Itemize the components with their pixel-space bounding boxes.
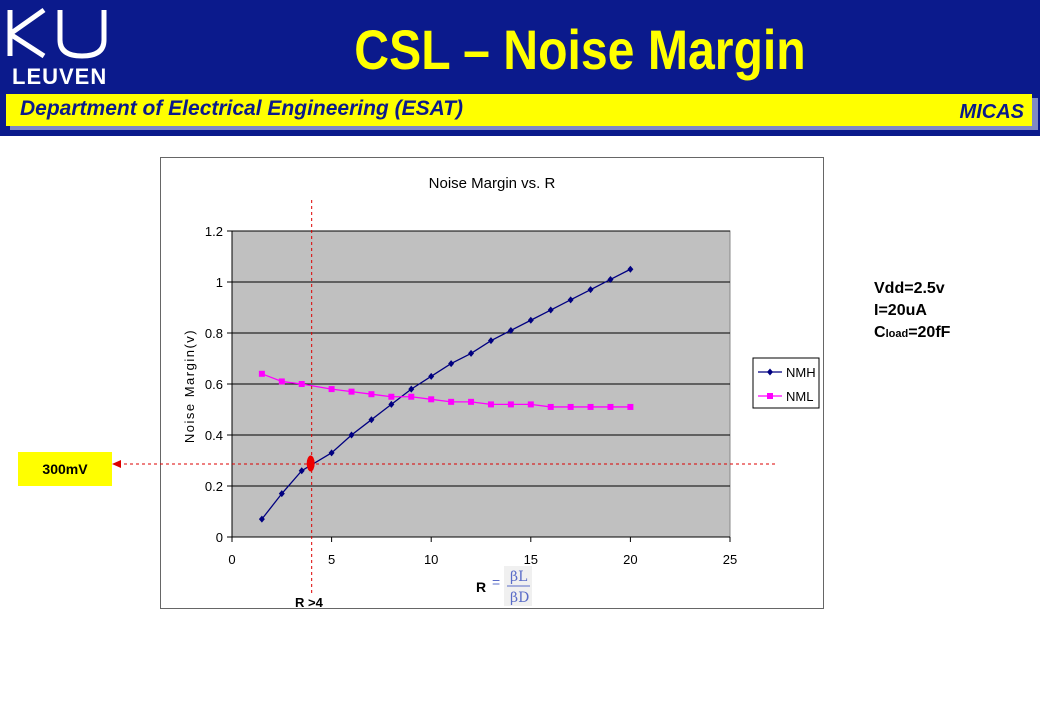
point-nmh <box>567 296 574 304</box>
point-nml <box>388 393 395 400</box>
point-nmh <box>527 316 534 324</box>
point-nml <box>607 403 614 410</box>
param-current: I=20uA <box>874 302 927 319</box>
formula-denominator: βD <box>510 590 529 606</box>
slide-title: CSL – Noise Margin <box>354 18 806 81</box>
legend-label-nmh: NMH <box>786 365 816 380</box>
point-nml <box>258 370 265 377</box>
point-nmh <box>428 372 435 380</box>
y-tick-label: 0.8 <box>205 326 223 341</box>
x-tick-label: 10 <box>424 552 438 567</box>
crossing-point-marker <box>306 455 315 472</box>
r-formula: R = βL βD <box>476 566 532 606</box>
y-tick-label: 1 <box>216 275 223 290</box>
department-band <box>6 94 1032 126</box>
point-nmh <box>587 286 594 294</box>
point-nmh <box>368 416 375 424</box>
r-threshold-label: R >4 <box>295 595 324 610</box>
logo-text: LEUVEN <box>12 64 108 89</box>
y-tick-label: 0.6 <box>205 377 223 392</box>
point-nml <box>428 396 435 403</box>
point-nml <box>468 398 475 405</box>
legend-label-nml: NML <box>786 389 813 404</box>
point-nml <box>448 398 455 405</box>
point-nml <box>298 381 305 387</box>
point-nmh <box>408 385 415 393</box>
cload-subscript: load <box>885 328 909 340</box>
ku-leuven-logo: LEUVEN <box>4 4 124 90</box>
point-nmh <box>328 449 335 457</box>
formula-r-label: R <box>476 579 486 595</box>
x-tick-label: 15 <box>524 552 538 567</box>
cload-prefix: C <box>874 324 886 341</box>
ku-monogram-icon <box>7 7 107 59</box>
x-tick-label: 0 <box>228 552 235 567</box>
formula-equals: = <box>492 574 500 590</box>
point-nml <box>527 401 534 408</box>
legend-marker-nmh <box>767 368 773 376</box>
point-nmh <box>348 431 355 439</box>
point-nml <box>278 378 285 385</box>
header-bar: LEUVEN CSL – Noise Margin Department of … <box>0 0 1040 136</box>
param-cload: Cload=20fF <box>874 322 950 345</box>
formula-numerator: βL <box>510 569 527 585</box>
point-nml <box>368 391 375 398</box>
point-nmh <box>448 360 455 368</box>
y-tick-label: 0.2 <box>205 479 223 494</box>
point-nml <box>587 403 594 410</box>
legend-box <box>752 357 820 409</box>
point-nmh <box>607 275 614 283</box>
point-nmh <box>298 467 305 475</box>
department-label: Department of Electrical Engineering (ES… <box>20 97 464 120</box>
legend: NMH NML <box>752 357 820 409</box>
y-tick-label: 1.2 <box>205 224 223 239</box>
point-nmh <box>278 490 285 498</box>
x-tick-label: 5 <box>328 552 335 567</box>
point-nml <box>547 403 554 410</box>
chart-title: Noise Margin vs. R <box>429 175 556 192</box>
point-nml <box>328 386 335 393</box>
legend-marker-nml <box>767 393 773 399</box>
point-nml <box>627 403 634 410</box>
point-nmh <box>487 337 494 345</box>
point-nml <box>507 401 514 408</box>
point-nml <box>487 401 494 408</box>
point-nml <box>408 393 415 400</box>
arrow-head-icon <box>112 460 121 469</box>
point-nmh <box>468 349 475 357</box>
point-nmh <box>258 515 265 523</box>
y-tick-label: 0 <box>216 530 223 545</box>
param-vdd: Vdd=2.5v <box>874 280 945 297</box>
point-nmh <box>547 306 554 314</box>
x-tick-label: 25 <box>723 552 737 567</box>
y-tick-label: 0.4 <box>205 428 223 443</box>
point-nml <box>567 403 574 410</box>
threshold-callout: 300mV <box>18 452 112 486</box>
point-nmh <box>627 265 634 273</box>
point-nmh <box>507 326 514 334</box>
group-label: MICAS <box>959 101 1024 123</box>
point-nmh <box>388 400 395 408</box>
x-tick-label: 20 <box>623 552 637 567</box>
point-nml <box>348 388 355 395</box>
cload-value: =20fF <box>908 324 951 341</box>
parameter-list: Vdd=2.5v I=20uA Cload=20fF <box>874 278 950 345</box>
y-axis-label: Noise Margin(v) <box>182 329 197 443</box>
